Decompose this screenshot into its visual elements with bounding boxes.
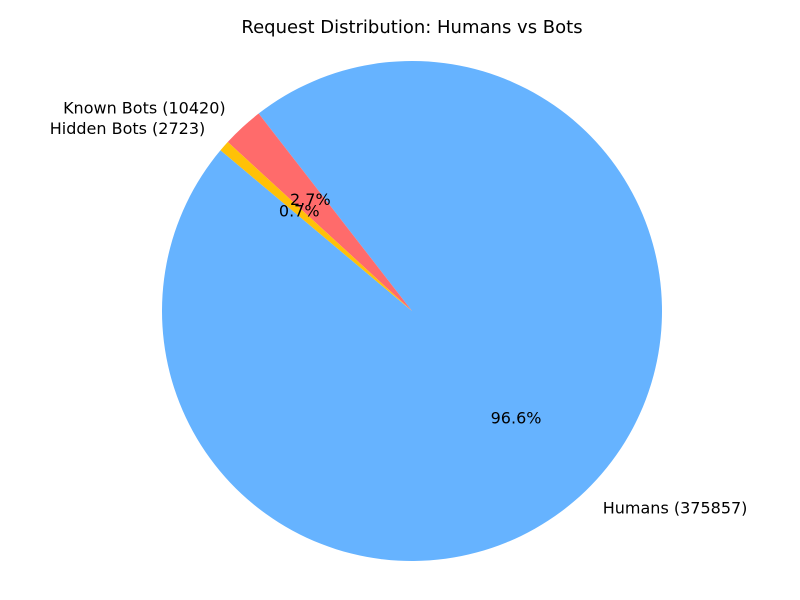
- pie-slice-hidden-bots: [220, 142, 412, 311]
- pie-slice-known-bots: [227, 113, 412, 311]
- pie-slices: [161, 60, 663, 561]
- slice-label-humans: Humans (375857): [603, 499, 748, 518]
- percent-label-known-bots: 2.7%: [290, 190, 331, 209]
- pie-slice-humans: [161, 60, 663, 561]
- chart-title: Request Distribution: Humans vs Bots: [241, 17, 582, 38]
- slice-label-hidden-bots: Hidden Bots (2723): [50, 119, 206, 138]
- pie-labels: Humans (375857) 96.6% Known Bots (10420) 2.…: [50, 98, 748, 517]
- slice-label-known-bots: Known Bots (10420): [63, 98, 226, 117]
- percent-label-humans: 96.6%: [491, 409, 542, 428]
- percent-label-hidden-bots: 0.7%: [279, 202, 320, 221]
